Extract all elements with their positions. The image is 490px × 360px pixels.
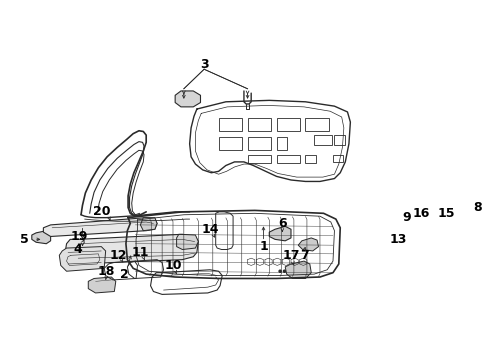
Polygon shape — [44, 218, 157, 237]
Polygon shape — [378, 244, 403, 259]
Polygon shape — [141, 218, 157, 231]
Text: 18: 18 — [98, 265, 115, 278]
Text: 12: 12 — [110, 249, 127, 262]
Text: 15: 15 — [437, 207, 455, 220]
Bar — [335, 135, 344, 145]
Polygon shape — [298, 238, 318, 251]
Text: 8: 8 — [473, 201, 482, 214]
Text: 4: 4 — [73, 243, 82, 256]
Text: 13: 13 — [390, 233, 407, 246]
Text: 9: 9 — [402, 211, 411, 224]
Polygon shape — [407, 244, 432, 259]
Bar — [247, 118, 271, 131]
Polygon shape — [270, 226, 291, 241]
Polygon shape — [370, 258, 490, 290]
Text: 3: 3 — [200, 58, 208, 71]
Bar — [276, 155, 300, 163]
Text: 1: 1 — [259, 240, 268, 253]
Bar — [314, 135, 332, 145]
Text: 16: 16 — [413, 207, 430, 220]
Bar — [219, 136, 242, 150]
Circle shape — [288, 270, 290, 272]
Text: 5: 5 — [20, 233, 29, 246]
Polygon shape — [88, 277, 116, 293]
Circle shape — [292, 270, 294, 272]
Polygon shape — [385, 221, 490, 245]
Polygon shape — [285, 261, 311, 279]
Circle shape — [283, 270, 286, 272]
Polygon shape — [175, 91, 200, 107]
Polygon shape — [59, 247, 106, 271]
Text: 19: 19 — [71, 230, 88, 243]
Polygon shape — [176, 234, 198, 249]
Polygon shape — [65, 234, 198, 264]
Polygon shape — [32, 231, 50, 244]
Bar — [305, 118, 329, 131]
Text: 2: 2 — [120, 267, 129, 281]
Circle shape — [296, 270, 298, 272]
Text: 14: 14 — [201, 223, 219, 236]
Bar — [276, 136, 287, 150]
Text: 6: 6 — [278, 217, 287, 230]
Text: 10: 10 — [165, 259, 182, 272]
Text: 11: 11 — [132, 246, 149, 259]
Bar — [276, 118, 300, 131]
Bar — [333, 155, 343, 162]
Text: 17: 17 — [282, 249, 300, 262]
Text: 7: 7 — [300, 249, 308, 262]
Text: 20: 20 — [93, 205, 110, 219]
Bar — [219, 118, 242, 131]
Bar — [247, 155, 271, 163]
Circle shape — [279, 270, 281, 272]
Bar — [305, 155, 316, 163]
Bar — [247, 136, 271, 150]
